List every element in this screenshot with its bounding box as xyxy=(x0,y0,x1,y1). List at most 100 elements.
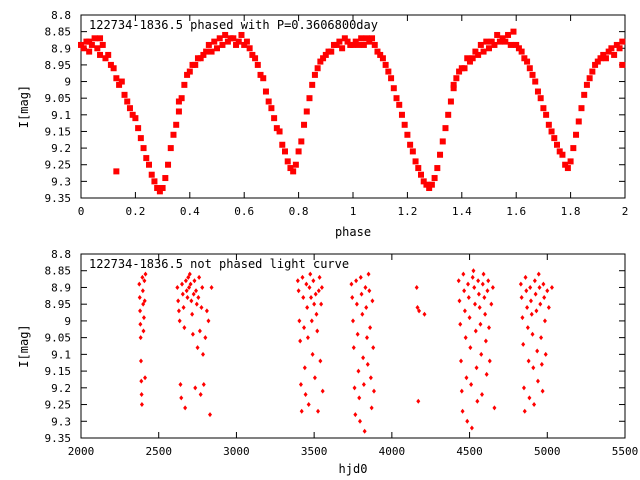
data-point xyxy=(478,321,483,327)
x-tick-label: 0.8 xyxy=(289,205,309,218)
data-point xyxy=(154,185,161,192)
data-point xyxy=(431,175,438,182)
data-point xyxy=(486,45,492,52)
data-point xyxy=(148,171,155,178)
y-tick-label: 9.1 xyxy=(51,109,71,122)
data-point xyxy=(586,75,593,82)
data-point xyxy=(529,71,536,78)
data-point xyxy=(531,365,536,371)
data-point xyxy=(201,381,206,387)
data-point xyxy=(315,328,320,334)
data-point xyxy=(363,284,368,290)
data-point xyxy=(450,85,457,92)
data-point xyxy=(299,408,304,414)
data-point xyxy=(525,325,530,331)
data-point xyxy=(447,98,454,105)
data-point xyxy=(461,271,466,277)
data-point xyxy=(473,328,478,334)
data-point xyxy=(416,398,421,404)
y-tick-label: 8.85 xyxy=(45,26,72,39)
data-point xyxy=(409,148,416,155)
data-point xyxy=(377,51,384,58)
data-point xyxy=(312,301,317,307)
data-point xyxy=(439,138,446,145)
data-point xyxy=(173,121,180,128)
data-point xyxy=(105,51,112,58)
y-tick-label: 8.95 xyxy=(45,298,72,311)
data-point xyxy=(472,284,477,290)
data-point xyxy=(175,98,182,105)
data-point xyxy=(382,61,389,68)
data-point xyxy=(475,51,482,58)
data-point xyxy=(554,141,560,148)
data-point xyxy=(608,45,615,52)
data-point xyxy=(309,318,314,324)
data-point xyxy=(319,284,324,290)
data-point xyxy=(197,55,204,62)
data-point xyxy=(138,321,143,327)
x-axis-label: hjd0 xyxy=(339,462,368,476)
data-point xyxy=(488,38,495,45)
y-tick-label: 8.9 xyxy=(51,281,71,294)
x-tick-label: 3000 xyxy=(223,445,250,458)
data-point xyxy=(470,274,475,280)
data-point xyxy=(414,284,419,290)
data-point xyxy=(317,274,322,280)
data-point xyxy=(532,78,539,85)
data-point xyxy=(306,402,311,408)
data-point xyxy=(466,58,473,65)
data-point xyxy=(352,385,357,391)
data-point xyxy=(142,298,147,304)
plot-frame xyxy=(80,253,626,439)
data-point xyxy=(194,288,199,294)
data-point xyxy=(302,325,307,331)
data-point xyxy=(129,111,136,118)
data-point xyxy=(354,278,359,284)
data-point xyxy=(310,351,315,357)
data-point xyxy=(180,281,185,287)
data-point xyxy=(393,95,400,102)
data-point xyxy=(545,288,550,294)
data-point xyxy=(312,375,317,381)
data-point xyxy=(398,111,405,118)
data-point xyxy=(351,318,355,324)
data-point xyxy=(301,294,306,300)
data-point xyxy=(308,271,313,277)
data-point xyxy=(276,128,283,135)
data-point xyxy=(350,41,356,48)
data-point xyxy=(311,71,318,78)
data-point xyxy=(368,325,373,331)
y-tick-label: 8.85 xyxy=(45,265,72,278)
x-tick-label: 4000 xyxy=(379,445,406,458)
data-point xyxy=(540,105,547,112)
data-point xyxy=(320,388,325,394)
data-point xyxy=(457,298,462,304)
x-tick-label: 1.2 xyxy=(397,205,417,218)
data-point xyxy=(314,311,319,317)
data-point xyxy=(200,51,207,58)
data-point xyxy=(192,61,199,68)
data-point xyxy=(311,278,316,284)
data-point xyxy=(355,41,362,48)
data-point xyxy=(211,38,218,45)
data-point xyxy=(479,351,484,357)
data-point xyxy=(208,412,213,418)
data-point xyxy=(522,408,527,414)
data-point xyxy=(357,395,362,401)
data-point xyxy=(320,55,327,62)
data-point xyxy=(241,41,248,48)
data-point xyxy=(499,35,506,42)
data-point xyxy=(200,284,205,290)
data-point xyxy=(201,351,206,357)
y-tick-label: 9.3 xyxy=(51,415,71,428)
data-point xyxy=(141,301,146,307)
data-point xyxy=(314,65,321,72)
data-point xyxy=(139,392,144,398)
data-point xyxy=(528,298,533,304)
data-points xyxy=(78,28,626,195)
data-point xyxy=(559,151,566,158)
data-point xyxy=(465,418,470,424)
data-point xyxy=(562,161,569,168)
data-point xyxy=(355,331,360,337)
data-point xyxy=(197,274,202,280)
